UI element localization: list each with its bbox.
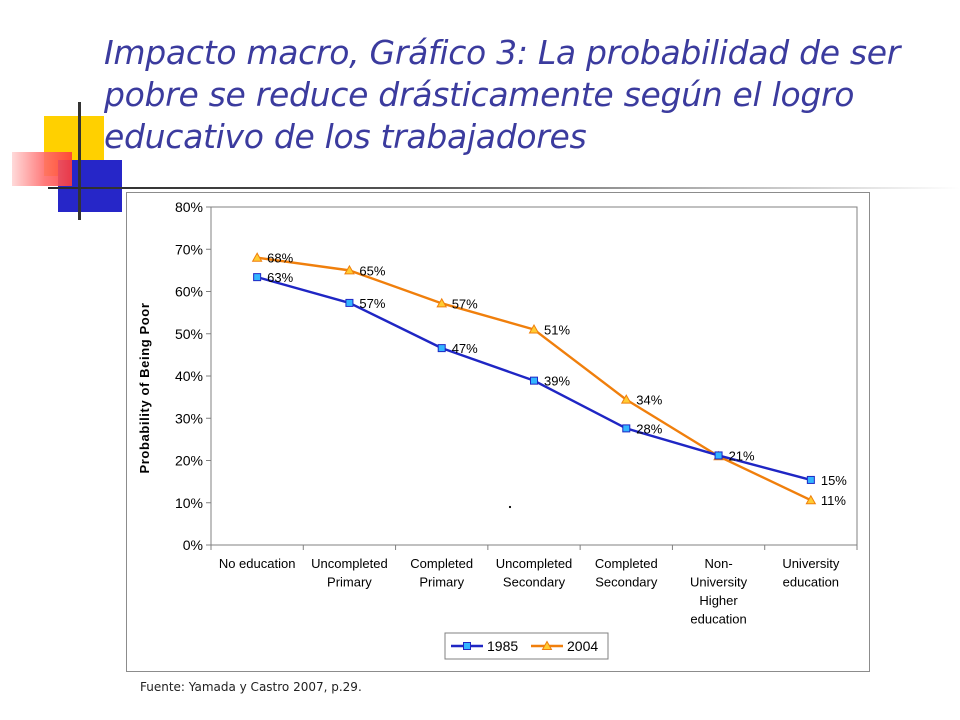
data-label-2004: 65% bbox=[359, 263, 385, 278]
x-category-label: Uncompleted bbox=[496, 556, 573, 571]
y-axis-title: Probability of Being Poor bbox=[137, 302, 152, 473]
decorative-vertical-line bbox=[78, 102, 81, 220]
x-category-label: Completed bbox=[410, 556, 473, 571]
data-label-1985: 47% bbox=[452, 341, 478, 356]
data-label-2004: 11% bbox=[821, 493, 846, 508]
x-category-label: Secondary bbox=[595, 575, 658, 590]
slide-title: Impacto macro, Gráfico 3: La probabilida… bbox=[104, 33, 901, 156]
y-tick-label: 30% bbox=[175, 410, 203, 426]
plot-area-border bbox=[210, 206, 858, 546]
y-tick-label: 60% bbox=[175, 284, 203, 300]
legend-label-1985: 1985 bbox=[487, 638, 518, 654]
data-point-2004 bbox=[344, 264, 355, 275]
data-label-1985: 39% bbox=[544, 374, 570, 389]
data-point-2004 bbox=[436, 297, 448, 308]
decorative-red-gradient-bar bbox=[12, 152, 72, 186]
legend-marker-2004 bbox=[541, 640, 553, 650]
data-point-1985 bbox=[437, 344, 446, 353]
data-point-1985 bbox=[345, 298, 354, 307]
x-category-label: Primary bbox=[419, 575, 464, 590]
data-label-1985: 15% bbox=[821, 473, 847, 488]
data-point-1985 bbox=[253, 273, 262, 282]
y-tick-label: 40% bbox=[175, 368, 203, 384]
y-tick-label: 0% bbox=[183, 537, 203, 553]
y-tick-label: 20% bbox=[175, 453, 203, 469]
x-category-label: Uncompleted bbox=[311, 556, 388, 571]
x-category-label: University bbox=[782, 556, 840, 571]
x-category-label: education bbox=[690, 612, 746, 627]
data-label-2004: 34% bbox=[636, 393, 662, 408]
data-point-2004 bbox=[528, 324, 540, 334]
data-label-1985: 63% bbox=[267, 270, 293, 285]
x-category-label: University bbox=[690, 575, 748, 590]
legend-label-2004: 2004 bbox=[567, 638, 598, 654]
data-label-1985: 28% bbox=[636, 421, 662, 436]
data-label-2004: 57% bbox=[452, 296, 478, 311]
x-category-label: Completed bbox=[595, 556, 658, 571]
line-chart: 0% 10% 20% 30% 40% 50% 60% 70% 80% No education Un… bbox=[137, 199, 858, 660]
x-category-label: education bbox=[783, 575, 839, 590]
x-category-label: Non- bbox=[704, 556, 732, 571]
legend-marker-1985 bbox=[463, 642, 471, 650]
x-category-label: Higher bbox=[699, 593, 738, 608]
data-point-1985 bbox=[714, 451, 723, 460]
x-category-label: No education bbox=[219, 556, 296, 571]
stray-dot bbox=[508, 505, 512, 509]
x-category-label: Primary bbox=[327, 575, 372, 590]
slide-title-container: Impacto macro, Gráfico 3: La probabilida… bbox=[104, 32, 944, 158]
chart-frame: 0% 10% 20% 30% 40% 50% 60% 70% 80% No education Un… bbox=[126, 192, 870, 672]
data-label-2004: 68% bbox=[267, 251, 293, 266]
y-tick-label: 10% bbox=[175, 495, 203, 511]
data-point-2004 bbox=[805, 494, 817, 505]
data-point-2004 bbox=[251, 252, 263, 262]
y-tick-label: 50% bbox=[175, 326, 203, 342]
data-label-1985: 21% bbox=[729, 448, 755, 463]
x-category-label: Secondary bbox=[503, 575, 566, 590]
source-footnote: Fuente: Yamada y Castro 2007, p.29. bbox=[140, 680, 362, 694]
y-tick-label: 70% bbox=[175, 241, 203, 257]
data-point-2004 bbox=[620, 394, 632, 404]
title-underline bbox=[48, 187, 960, 189]
data-label-1985: 57% bbox=[359, 296, 385, 311]
data-point-1985 bbox=[622, 424, 631, 433]
data-point-1985 bbox=[530, 376, 538, 385]
y-tick-label: 80% bbox=[175, 199, 203, 215]
data-label-2004: 51% bbox=[544, 323, 570, 338]
data-point-1985 bbox=[806, 475, 815, 484]
